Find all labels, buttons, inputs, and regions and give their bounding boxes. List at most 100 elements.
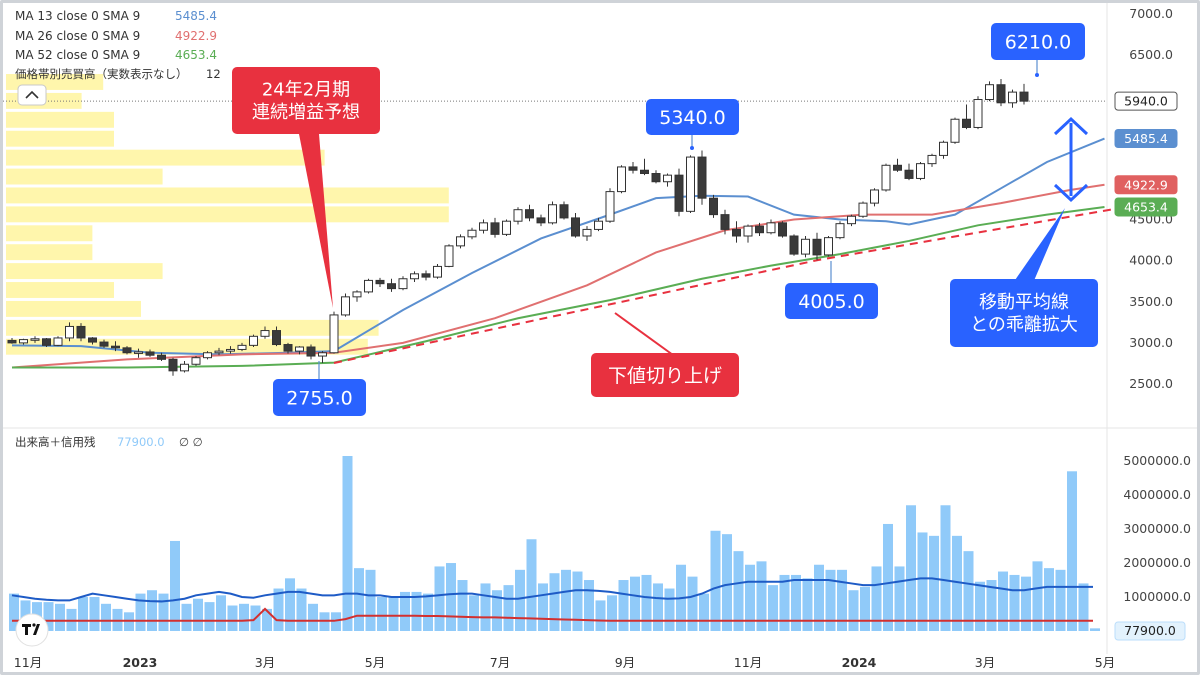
candle-body [996,84,1006,104]
candle-body [824,237,833,256]
ma-line [11,183,1105,369]
candle-body [536,217,546,224]
legend-profile-name: 価格帯別売買高（実数表示なし） [15,67,188,81]
volume-bar [768,585,778,631]
profile-bar [6,225,93,242]
time-tick: 5月 [365,655,385,670]
volume-bar [871,566,882,631]
chart-svg: 7000.06500.04500.04000.03500.03000.02500… [3,3,1197,670]
svg-text:5340.0: 5340.0 [659,107,725,129]
volume-bar [584,580,594,631]
candle-body [260,330,270,337]
profile-bar [6,149,325,166]
volume-bar [1067,471,1077,631]
volume-bar [687,576,698,631]
volume-bar [469,595,479,631]
candle-body [720,214,730,230]
candle-body [525,209,534,219]
ma-line [12,205,1105,369]
volume-bar [595,600,606,631]
candle-body [76,325,86,339]
svg-text:6210.0: 6210.0 [1005,31,1071,53]
volume-bar [296,588,307,631]
candle-body [778,222,787,237]
volume-bar [894,566,905,631]
profile-bar [6,244,93,261]
volume-bar [607,595,617,631]
volume-bars [9,456,1100,631]
volume-tick: 4000000.0 [1123,487,1191,502]
volume-bar [342,456,353,631]
candle-body [985,84,994,101]
candle-body [651,173,661,183]
volume-bar [354,568,364,631]
candle-body [640,169,649,175]
volume-bar [733,551,744,631]
candle-body [467,229,477,238]
volume-bar [883,523,893,631]
annotation-low-2755: 2755.0 [273,379,366,416]
candle-body [490,222,500,235]
candle-body [88,337,97,343]
candle-body [939,141,948,156]
volume-bar [963,551,974,631]
svg-text:2755.0: 2755.0 [286,387,352,409]
volume-series-line [11,577,1093,603]
candle-body [295,346,304,352]
volume-bar [239,603,249,631]
candle-body [65,325,74,339]
volume-bar [101,603,111,631]
volume-current-tag: 77900.0 [1114,621,1186,641]
volume-bar [170,540,180,631]
volume-bar [480,583,491,631]
candle-body [1019,91,1029,102]
tradingview-logo[interactable] [15,613,49,647]
volume-bar [641,574,652,631]
volume-bar [756,561,767,631]
annotation-high-6210: 6210.0 [991,23,1085,60]
candle-body [663,174,672,183]
chevron-up-icon [25,90,39,99]
candle-body [628,166,638,171]
candle-body [973,99,983,128]
candle-body [42,338,51,346]
candle-body [893,164,902,171]
volume-bar [308,603,318,631]
candle-body [329,314,339,354]
volume-bar [1009,574,1020,631]
volume-bar [664,588,675,631]
volume-bar [998,571,1008,631]
candle-body [743,225,753,237]
candle-body [433,265,442,278]
profile-bar [6,319,379,336]
collapse-button[interactable] [17,84,47,106]
candle-body [962,118,971,128]
price-tick: 4000.0 [1129,253,1173,268]
candle-body [53,337,63,346]
volume-bar [285,578,295,631]
candle-body [548,204,557,224]
candle-body [145,351,155,356]
volume-bar [515,569,525,631]
volume-bar [986,580,997,631]
volume-bar [135,593,146,631]
candle-body [479,222,488,231]
candle-body [157,354,166,360]
volume-bar [1078,583,1089,631]
volume-bar [825,569,836,631]
candle-body [950,118,960,143]
volume-bar [917,532,928,631]
volume-bar [975,581,985,631]
svg-text:価格帯別売買高（実数表示なし）12: 価格帯別売買高（実数表示なし） 12 [15,67,221,81]
time-tick: 3月 [255,655,275,670]
volume-bar [147,590,157,631]
candle-body [916,163,925,179]
candle-body [191,357,201,365]
candle-body [881,164,891,191]
volume-bar [262,608,272,631]
legend-volume-suffix: ∅ ∅ [179,435,203,449]
